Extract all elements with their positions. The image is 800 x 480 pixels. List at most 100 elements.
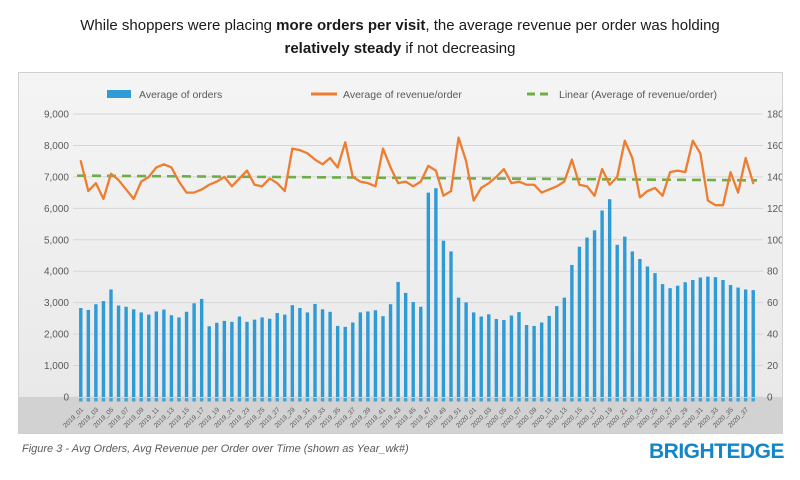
right-axis-labels: 0 20 40 60 80 100 120 140 160 180 bbox=[767, 110, 782, 404]
bar-axis-stub bbox=[358, 398, 363, 402]
bar-axis-stub bbox=[449, 398, 453, 402]
bar-axis-stub bbox=[585, 398, 589, 402]
right-axis-tick: 120 bbox=[767, 204, 782, 215]
bar bbox=[94, 304, 98, 397]
bar-axis-stub bbox=[683, 398, 687, 402]
bar-axis-stub bbox=[79, 398, 83, 402]
bar bbox=[471, 312, 476, 397]
bar bbox=[426, 192, 431, 397]
bar bbox=[139, 312, 143, 397]
bar bbox=[607, 199, 612, 397]
bar bbox=[615, 244, 619, 397]
left-axis-tick: 5,000 bbox=[44, 235, 69, 246]
bar-axis-stub bbox=[434, 398, 438, 402]
bar bbox=[199, 298, 204, 397]
bar-axis-stub bbox=[721, 398, 725, 402]
bar-axis-stub bbox=[381, 398, 385, 402]
bar bbox=[298, 308, 302, 397]
bar bbox=[177, 317, 181, 397]
bar bbox=[706, 276, 710, 397]
bar-axis-stub bbox=[192, 398, 196, 402]
bar bbox=[721, 280, 725, 397]
bar bbox=[570, 264, 574, 397]
bar bbox=[169, 315, 174, 397]
x-axis-band bbox=[19, 397, 782, 433]
bar-axis-stub bbox=[668, 398, 672, 402]
legend-label: Linear (Average of revenue/order) bbox=[559, 89, 717, 101]
bar bbox=[267, 318, 272, 397]
legend-swatch-bar bbox=[107, 90, 131, 98]
bar-axis-stub bbox=[154, 398, 159, 402]
bar bbox=[645, 266, 650, 397]
bar-axis-stub bbox=[547, 398, 551, 402]
bar-axis-stub bbox=[207, 398, 211, 402]
bar-axis-stub bbox=[698, 398, 703, 402]
right-axis-tick: 180 bbox=[767, 110, 782, 121]
bar-axis-stub bbox=[426, 398, 431, 402]
bar-axis-stub bbox=[199, 398, 204, 402]
bar-axis-stub bbox=[479, 398, 483, 402]
right-axis-tick: 80 bbox=[767, 267, 779, 278]
bar-axis-stub bbox=[343, 398, 347, 402]
bar bbox=[736, 287, 740, 397]
bar-axis-stub bbox=[630, 398, 635, 402]
bar-axis-stub bbox=[494, 398, 499, 402]
bar-axis-stub bbox=[524, 398, 529, 402]
headline-segment: if not decreasing bbox=[401, 40, 516, 58]
bar-axis-stub bbox=[562, 398, 567, 402]
bar-axis-stub bbox=[577, 398, 582, 402]
bar-axis-stub bbox=[290, 398, 295, 402]
right-axis-tick: 60 bbox=[767, 298, 779, 309]
bar-axis-stub bbox=[464, 398, 468, 402]
bar bbox=[683, 282, 687, 397]
left-axis-tick: 7,000 bbox=[44, 172, 69, 183]
bar-axis-stub bbox=[555, 398, 559, 402]
bar-axis-stub bbox=[751, 398, 755, 402]
bar-axis-stub bbox=[124, 398, 128, 402]
bar bbox=[305, 312, 310, 397]
bar bbox=[517, 312, 521, 397]
bar bbox=[623, 236, 627, 397]
bar bbox=[275, 313, 279, 397]
bar-axis-stub bbox=[607, 398, 612, 402]
bar bbox=[101, 301, 106, 397]
bar-axis-stub bbox=[638, 398, 642, 402]
bar bbox=[675, 285, 680, 397]
x-axis-labels: 2019_012019_032019_052019_072019_092019_… bbox=[62, 406, 750, 429]
right-axis-tick: 160 bbox=[767, 141, 782, 152]
bar-axis-stub bbox=[169, 398, 174, 402]
bar bbox=[388, 304, 393, 397]
bar bbox=[373, 310, 378, 397]
right-axis-tick: 100 bbox=[767, 235, 782, 246]
bar bbox=[502, 319, 506, 397]
bar-axis-stub bbox=[298, 398, 302, 402]
bar-axis-stub bbox=[728, 398, 733, 402]
bar-axis-stub bbox=[487, 398, 491, 402]
bar bbox=[313, 303, 317, 397]
bar-axis-stub bbox=[177, 398, 181, 402]
headline-bold-segment: relatively steady bbox=[284, 40, 402, 58]
bar bbox=[751, 290, 755, 397]
bar bbox=[660, 284, 665, 397]
bar-axis-stub bbox=[305, 398, 310, 402]
bar-axis-stub bbox=[94, 398, 98, 402]
bar-axis-stub bbox=[502, 398, 506, 402]
bar bbox=[366, 311, 370, 397]
bar bbox=[79, 308, 83, 397]
headline-bold-segment: more orders per visit bbox=[276, 17, 426, 34]
right-axis-tick: 40 bbox=[767, 330, 779, 341]
bar bbox=[215, 322, 219, 397]
bar bbox=[585, 237, 589, 397]
bar bbox=[230, 321, 234, 397]
bar bbox=[600, 210, 604, 397]
linear-trend-line bbox=[76, 174, 758, 182]
legend-label: Average of orders bbox=[139, 89, 222, 101]
left-axis-tick: 0 bbox=[63, 393, 69, 404]
bar bbox=[419, 306, 423, 397]
bar-axis-stub bbox=[456, 398, 461, 402]
bar-axis-stub bbox=[275, 398, 279, 402]
bar bbox=[743, 289, 748, 397]
bar bbox=[245, 321, 249, 397]
bar-axis-stub bbox=[215, 398, 219, 402]
bar bbox=[479, 316, 483, 397]
